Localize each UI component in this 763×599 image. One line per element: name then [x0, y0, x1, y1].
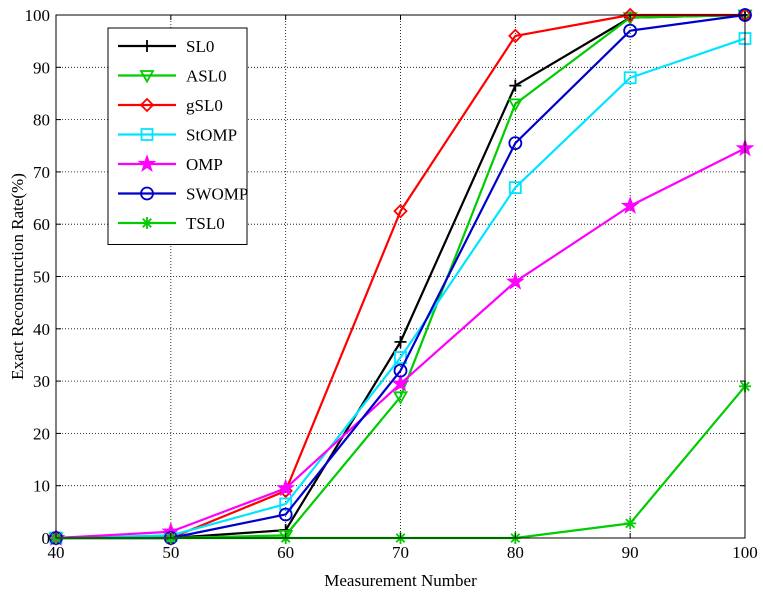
legend-label: OMP: [186, 155, 223, 174]
y-tick-label: 30: [33, 372, 50, 391]
legend-marker: [139, 97, 155, 113]
legend-box: [107, 27, 248, 245]
legend-item: ASL0: [118, 67, 227, 86]
legend-item: StOMP: [118, 126, 237, 145]
legend-item: SWOMP: [118, 185, 248, 204]
y-tick-label: 0: [42, 529, 51, 548]
data-point: [276, 478, 296, 497]
legend-item: gSL0: [118, 96, 223, 115]
data-point: [508, 136, 523, 151]
legend-item: SL0: [118, 37, 214, 56]
data-point: [279, 497, 293, 511]
data-point: [393, 363, 408, 378]
legend-item: TSL0: [118, 214, 225, 233]
y-axis-label: Exact Reconstruction Rate(%): [8, 173, 27, 380]
data-point: [507, 98, 523, 112]
x-tick-label: 50: [162, 543, 179, 562]
y-tick-label: 20: [33, 424, 50, 443]
x-tick-label: 60: [277, 543, 294, 562]
legend-marker: [141, 40, 153, 52]
y-tick-label: 90: [33, 58, 50, 77]
legend-label: ASL0: [186, 67, 227, 86]
x-tick-label: 100: [732, 543, 758, 562]
axis-ticks: 40 50 60 70 80 90 100 0 10 20 30 40 50 60 70 80 90 100: [25, 6, 758, 562]
y-tick-label: 80: [33, 111, 50, 130]
legend-label: TSL0: [186, 214, 225, 233]
data-point: [394, 335, 407, 348]
y-tick-label: 10: [33, 477, 50, 496]
legend-label: SL0: [186, 37, 214, 56]
x-tick-label: 90: [622, 543, 639, 562]
x-tick-label: 40: [48, 543, 65, 562]
legend: SL0 ASL0 gSL0 StOMP OMP SWOMP TSL0: [107, 27, 248, 245]
data-point: [508, 181, 522, 194]
data-point: [508, 28, 523, 44]
data-point: [278, 507, 293, 522]
x-tick-label: 80: [507, 543, 524, 562]
data-point: [623, 23, 638, 38]
x-tick-label: 70: [392, 543, 409, 562]
legend-marker: [140, 186, 154, 201]
x-axis-label: Measurement Number: [324, 571, 477, 590]
legend-label: gSL0: [186, 96, 223, 115]
data-point: [624, 517, 637, 530]
legend-marker: [139, 70, 155, 84]
data-point: [620, 196, 640, 214]
y-tick-label: 100: [25, 6, 51, 25]
data-point: [393, 203, 408, 219]
data-point: [622, 7, 638, 23]
legend-label: StOMP: [186, 126, 237, 145]
y-tick-label: 50: [33, 268, 50, 287]
data-point: [392, 391, 409, 405]
legend-item: OMP: [118, 154, 223, 174]
data-point: [623, 71, 637, 85]
data-point: [505, 271, 525, 290]
legend-marker: [141, 217, 153, 229]
y-tick-label: 60: [33, 215, 50, 234]
legend-label: SWOMP: [186, 185, 248, 204]
y-tick-label: 40: [33, 320, 50, 339]
legend-marker: [140, 128, 154, 141]
data-point: [509, 79, 522, 92]
legend-marker: [137, 154, 157, 172]
data-point: [391, 373, 410, 392]
y-tick-label: 70: [33, 163, 50, 182]
